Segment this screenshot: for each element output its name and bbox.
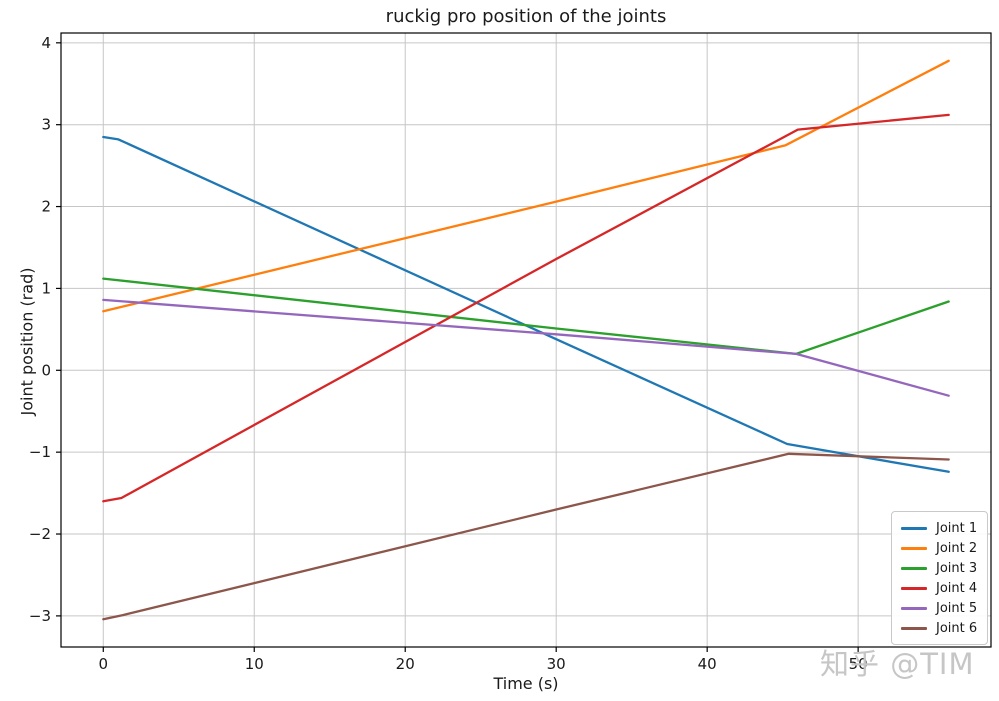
plot-border	[60, 32, 992, 648]
y-tick-label: 1	[41, 279, 51, 297]
legend-item: Joint 5	[901, 598, 977, 618]
legend-label: Joint 2	[936, 540, 978, 556]
chart-title: ruckig pro position of the joints	[385, 6, 667, 27]
x-tick-label: 40	[698, 655, 717, 673]
x-tick-label: 20	[396, 655, 415, 673]
legend-label: Joint 4	[936, 580, 978, 596]
y-tick-label: 4	[41, 34, 51, 52]
y-tick-label: 0	[41, 361, 51, 379]
series-line-joint-6	[102, 452, 950, 621]
legend-line-sample	[901, 546, 927, 550]
legend: Joint 1 Joint 2 Joint 3 Joint 4 Joint 5 Joint…	[891, 511, 989, 645]
x-axis-label: Time (s)	[493, 674, 559, 693]
legend-label: Joint 5	[936, 600, 978, 616]
y-tick-label: −2	[29, 525, 51, 543]
y-tick-label: 2	[41, 198, 51, 216]
watermark: 知乎 @TIM	[820, 647, 975, 681]
legend-item: Joint 6	[901, 618, 977, 638]
series-line-joint-3	[102, 277, 950, 356]
series-line-joint-2	[102, 59, 950, 313]
legend-label: Joint 3	[936, 560, 978, 576]
legend-item: Joint 3	[901, 558, 977, 578]
series-line-joint-1	[102, 135, 950, 473]
legend-label: Joint 6	[936, 620, 978, 636]
y-tick-label: 3	[41, 116, 51, 134]
x-tick-label: 30	[547, 655, 566, 673]
legend-line-sample	[901, 606, 927, 610]
series-line-joint-5	[102, 298, 950, 397]
legend-line-sample	[901, 526, 927, 530]
series-line-joint-4	[102, 113, 950, 503]
x-tick-label: 50	[849, 655, 868, 673]
legend-line-sample	[901, 626, 927, 630]
legend-line-sample	[901, 566, 927, 570]
y-tick-label: −1	[29, 443, 51, 461]
x-tick-label: 10	[245, 655, 264, 673]
y-axis-label: Joint position (rad)	[17, 267, 37, 416]
y-tick-label: −3	[29, 607, 51, 625]
legend-item: Joint 2	[901, 538, 977, 558]
x-tick-label: 0	[98, 655, 108, 673]
legend-item: Joint 1	[901, 518, 977, 538]
legend-line-sample	[901, 586, 927, 590]
legend-item: Joint 4	[901, 578, 977, 598]
legend-label: Joint 1	[936, 520, 978, 536]
